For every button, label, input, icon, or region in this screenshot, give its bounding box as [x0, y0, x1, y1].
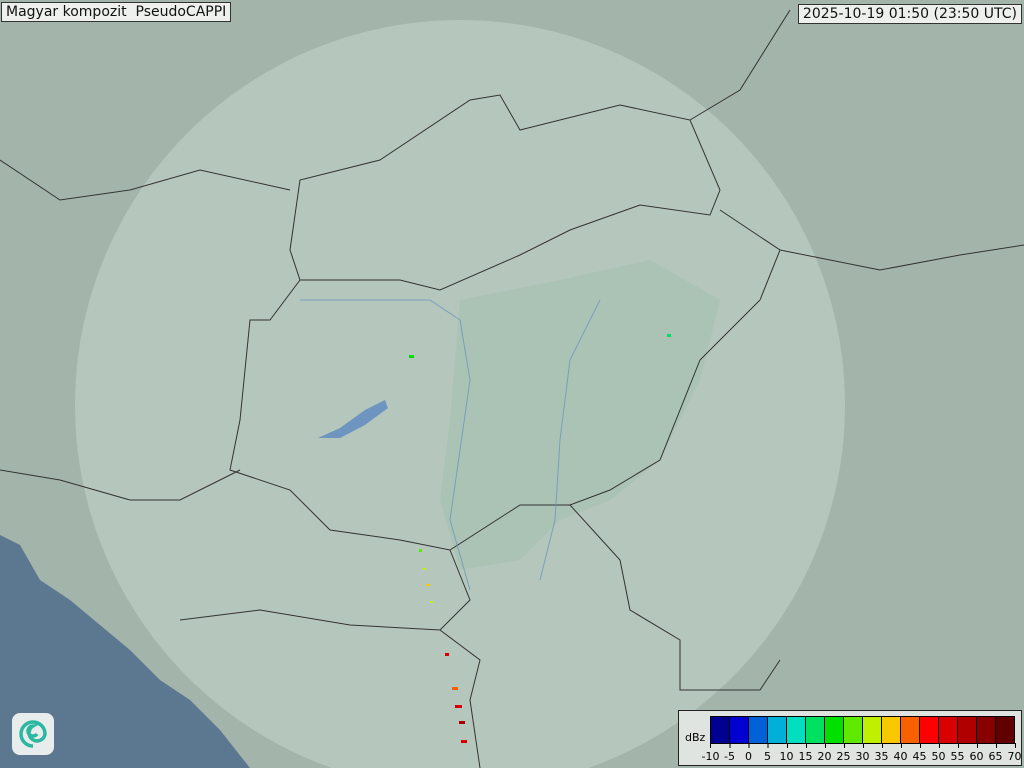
- legend-tick-label: -5: [724, 743, 735, 763]
- legend-tick-label: -10: [702, 743, 719, 763]
- legend-swatch: [711, 717, 730, 743]
- legend-swatch: [730, 717, 749, 743]
- legend-tick-label: 40: [894, 743, 908, 763]
- legend-tick-label: 20: [818, 743, 832, 763]
- legend-unit: dBz: [685, 731, 706, 744]
- legend-swatch: [863, 717, 882, 743]
- legend-tick-label: 50: [932, 743, 946, 763]
- legend-swatch: [806, 717, 825, 743]
- legend-tick-label: 60: [970, 743, 984, 763]
- legend-tick-label: 35: [875, 743, 889, 763]
- legend-color-bar: [710, 716, 1015, 744]
- legend-swatch: [977, 717, 996, 743]
- radar-echo: [452, 687, 458, 690]
- radar-echo: [430, 601, 433, 603]
- legend-tick-label: 5: [764, 743, 771, 763]
- radar-echo: [426, 584, 430, 586]
- radar-echo: [445, 653, 449, 656]
- legend-tick-label: 25: [837, 743, 851, 763]
- legend-tick-label: 70: [1008, 743, 1022, 763]
- legend-swatch: [901, 717, 920, 743]
- radar-echo: [667, 334, 671, 337]
- legend-tick-label: 30: [856, 743, 870, 763]
- legend-swatch: [787, 717, 806, 743]
- legend-swatch: [825, 717, 844, 743]
- hungarian-lowland: [440, 260, 720, 570]
- legend-swatch: [996, 717, 1014, 743]
- legend-tick-label: 10: [780, 743, 794, 763]
- legend-swatch: [882, 717, 901, 743]
- lake-balaton: [318, 400, 388, 438]
- legend-swatch: [939, 717, 958, 743]
- product-title: Magyar kompozit PseudoCAPPI: [1, 2, 232, 22]
- legend-tick-label: 45: [913, 743, 927, 763]
- radar-echo: [459, 721, 465, 724]
- legend-swatch: [958, 717, 977, 743]
- legend-ticks: -10 -5 0 5 10 15 20 25 30 35 40 45 50 55 60 65 70: [702, 743, 1022, 763]
- legend-tick-label: 0: [745, 743, 752, 763]
- timestamp: 2025-10-19 01:50 (23:50 UTC): [797, 4, 1022, 24]
- legend-tick-label: 65: [989, 743, 1003, 763]
- radar-echo: [419, 549, 422, 552]
- legend-tick-label: 55: [951, 743, 965, 763]
- swirl-logo-icon[interactable]: [12, 713, 54, 755]
- legend-swatch: [844, 717, 863, 743]
- swirl-icon: [19, 720, 47, 748]
- radar-echo: [461, 740, 467, 743]
- radar-echoes: [409, 334, 671, 743]
- legend-swatch: [920, 717, 939, 743]
- radar-echo: [423, 568, 426, 570]
- radar-echo: [409, 355, 414, 358]
- legend-swatch: [768, 717, 787, 743]
- country-borders: [0, 9, 1024, 768]
- dbz-legend: dBz -10 -5 0 5 10 15 20 25 30 35 40 45 50 55 60 65 70: [678, 710, 1022, 766]
- legend-swatch: [749, 717, 768, 743]
- rivers: [300, 299, 601, 591]
- radar-echo: [455, 705, 462, 708]
- legend-tick-label: 15: [799, 743, 813, 763]
- adriatic-sea: [0, 535, 250, 768]
